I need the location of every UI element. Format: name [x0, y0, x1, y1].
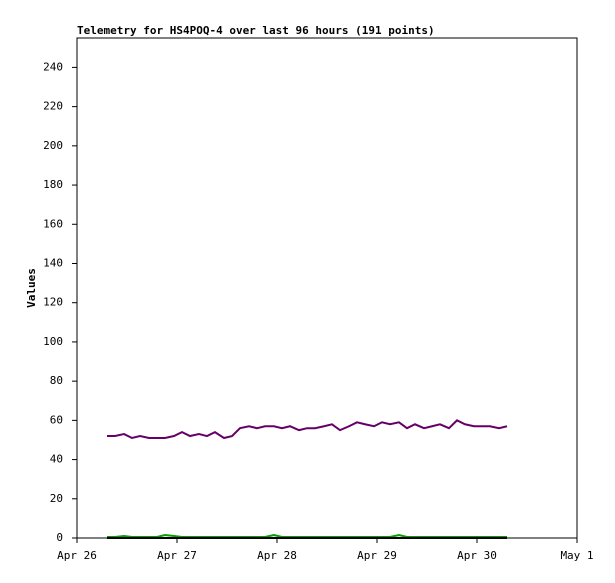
y-tick-label: 180: [43, 178, 63, 191]
y-tick-label: 0: [56, 531, 63, 544]
plot-frame: [76, 37, 578, 539]
x-tick-label: Apr 29: [357, 549, 397, 562]
y-tick-label: 240: [43, 60, 63, 73]
chart-title: Telemetry for HS4POQ-4 over last 96 hour…: [77, 24, 435, 37]
x-tick-label: Apr 28: [257, 549, 297, 562]
y-tick-label: 100: [43, 335, 63, 348]
y-tick-label: 120: [43, 296, 63, 309]
y-tick-label: 160: [43, 217, 63, 230]
series-line: [107, 419, 508, 440]
y-tick-label: 200: [43, 139, 63, 152]
y-tick-label: 220: [43, 100, 63, 113]
x-tick-label: Apr 30: [457, 549, 497, 562]
y-tick-label: 60: [50, 413, 63, 426]
series-line: [107, 534, 507, 539]
x-tick-label: Apr 27: [157, 549, 197, 562]
y-tick-label: 80: [50, 374, 63, 387]
x-tick-label: May 1: [560, 549, 593, 562]
x-tick-label: Apr 26: [57, 549, 97, 562]
y-tick-label: 40: [50, 453, 63, 466]
y-tick-label: 140: [43, 256, 63, 269]
y-axis-label: Values: [25, 268, 38, 308]
y-tick-label: 20: [50, 492, 63, 505]
